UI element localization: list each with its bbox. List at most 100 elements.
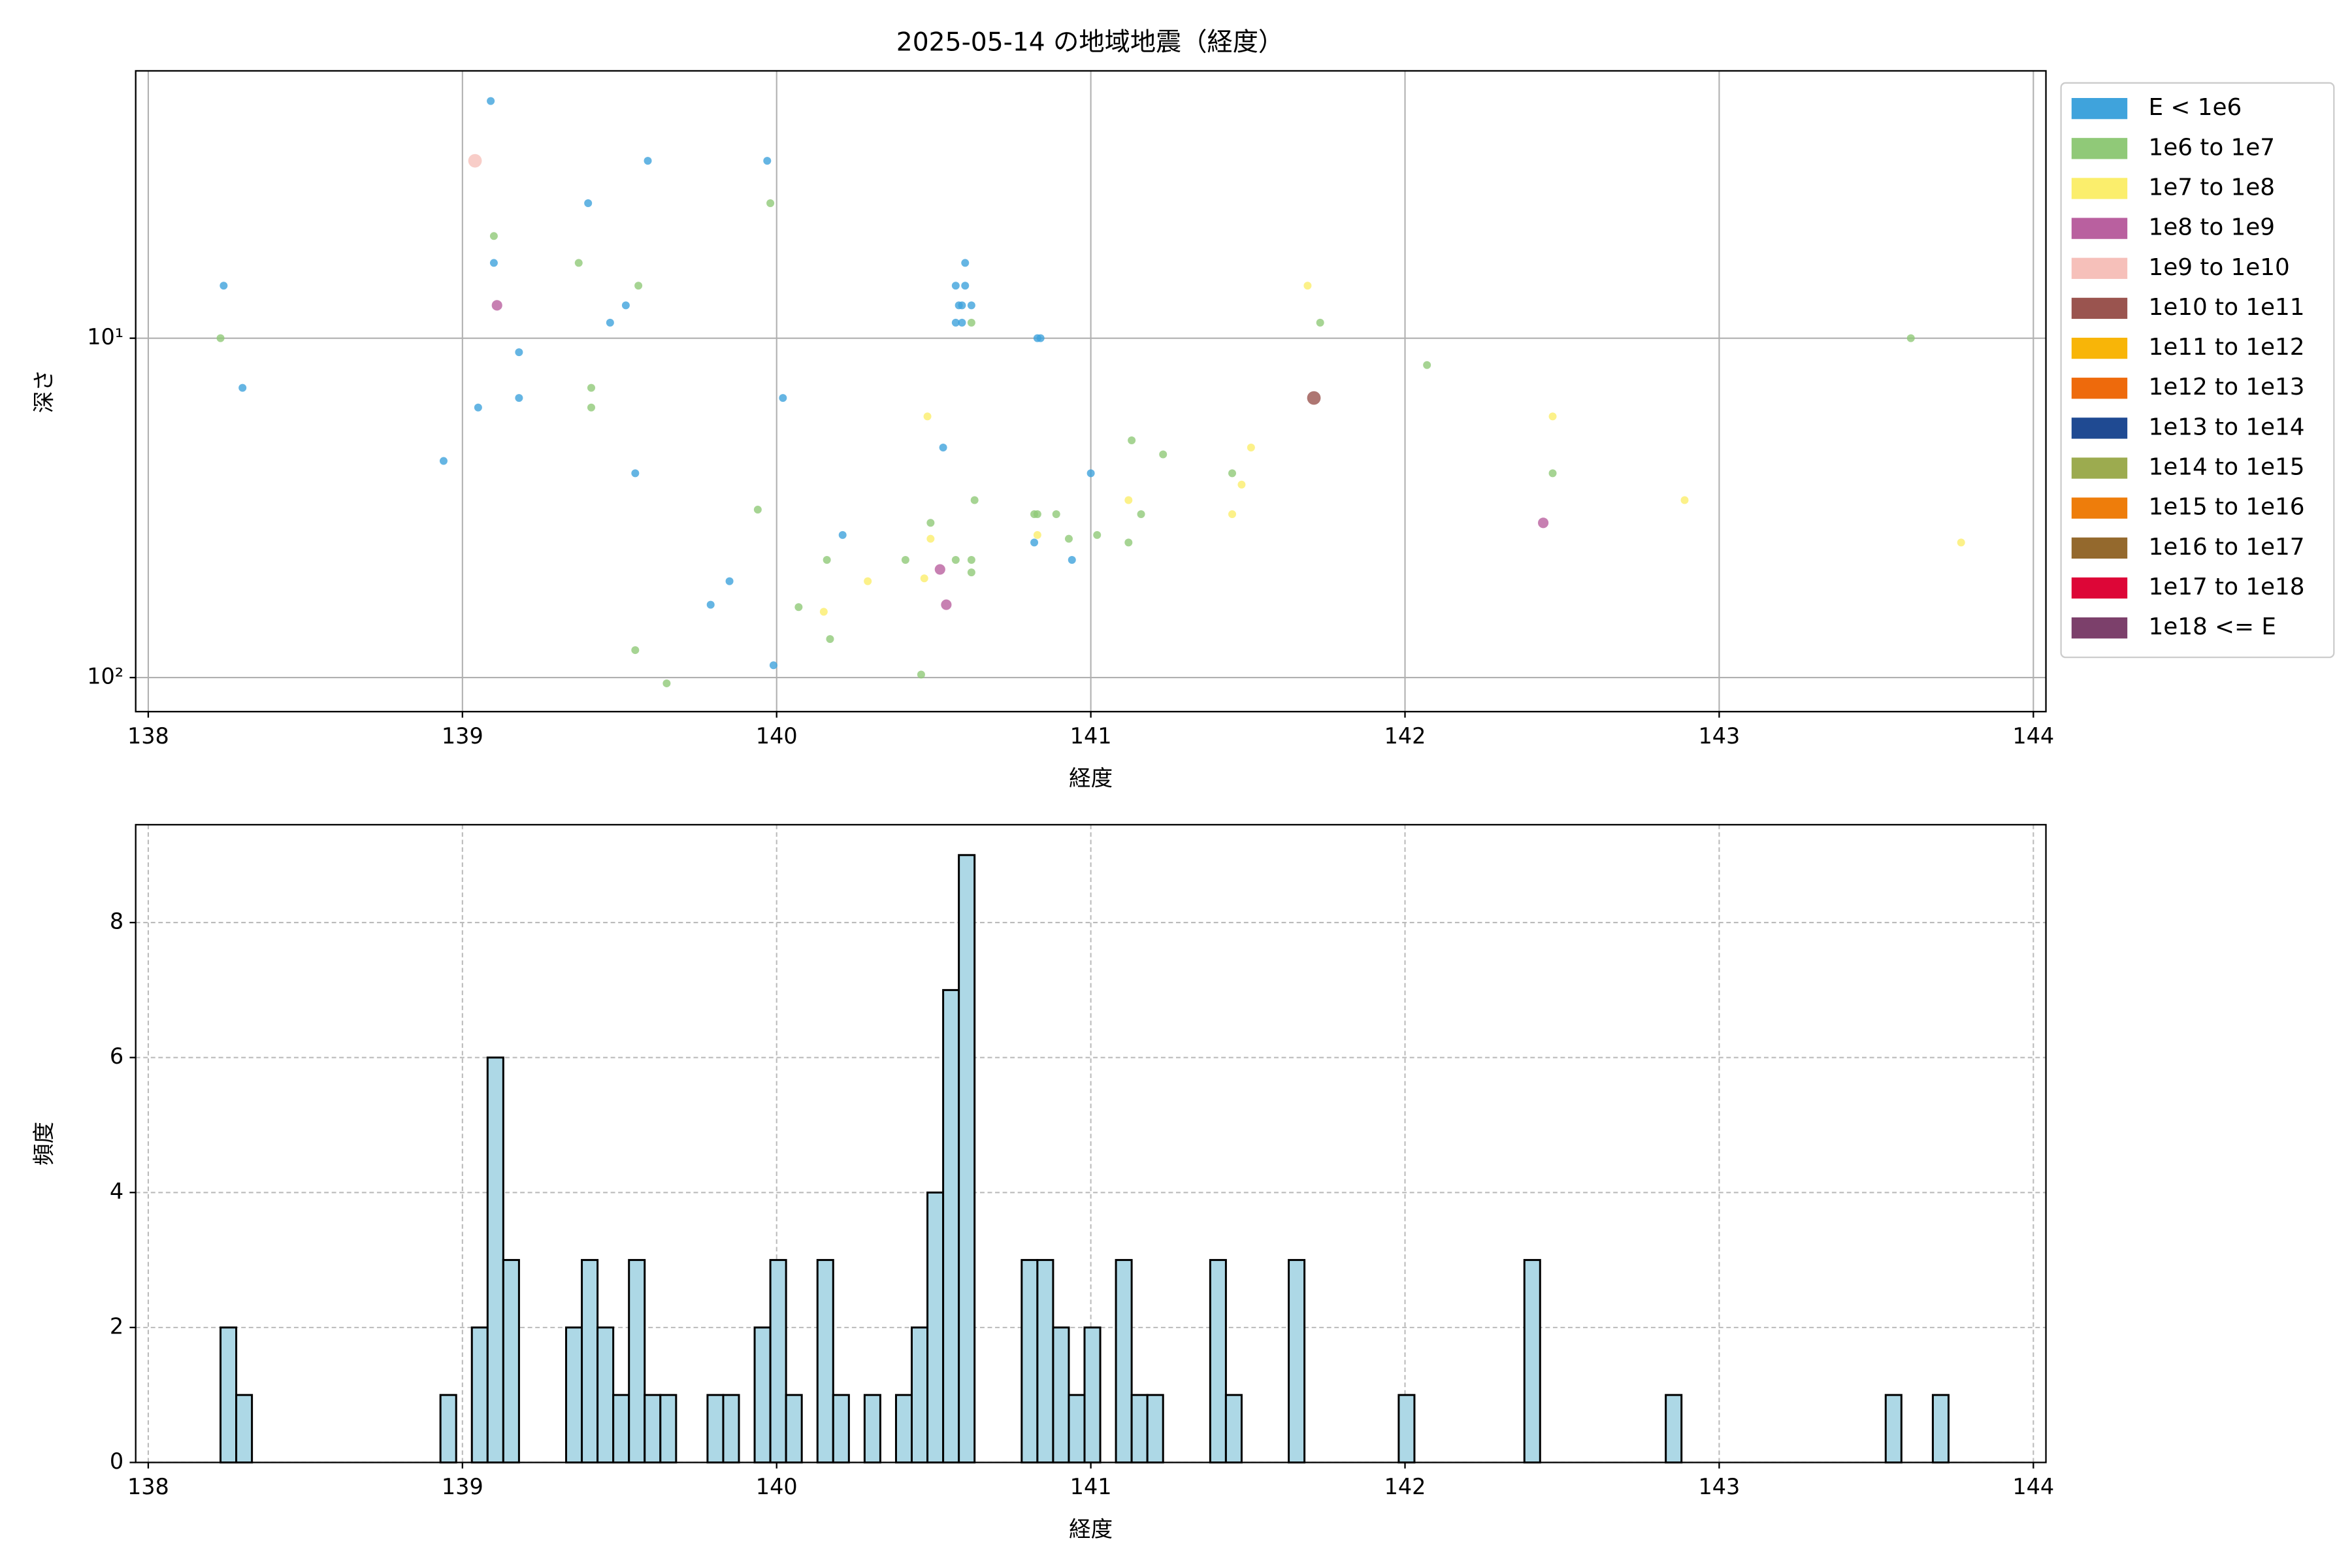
point [951,555,960,564]
legend-swatch [2071,257,2128,279]
bar [1288,1259,1306,1463]
legend-label: 1e17 to 1e18 [2148,574,2304,600]
point [864,577,872,585]
point [1086,469,1095,478]
y-tick-label: 8 [110,909,123,934]
point [826,635,834,644]
bar [1130,1394,1149,1463]
x-axis-label: 経度 [1069,766,1113,791]
bar [1083,1326,1102,1463]
legend-label: E < 1e6 [2148,94,2242,121]
legend-label: 1e12 to 1e13 [2148,374,2304,400]
bar [832,1394,850,1463]
point [468,154,482,168]
bar [1115,1259,1133,1463]
point [220,282,228,290]
point [631,646,640,655]
bar [958,854,976,1463]
point [725,577,734,585]
point [587,384,595,392]
x-tick-label: 138 [127,1474,169,1499]
point [920,574,928,583]
point [967,568,975,577]
point [819,608,828,616]
point [1423,361,1431,369]
bar [1397,1394,1416,1463]
x-tick-label: 141 [1070,1474,1112,1499]
bar [612,1394,630,1463]
bar [1209,1259,1227,1463]
x-tick-label: 139 [442,723,483,749]
point [961,259,970,267]
point [753,506,762,514]
x-tick-label: 143 [1698,723,1740,749]
bar [502,1259,520,1463]
point [584,199,593,207]
point [1228,469,1237,478]
x-tick-label: 144 [2012,1474,2054,1499]
bar [1052,1326,1070,1463]
bar [565,1326,583,1463]
point [1247,444,1255,452]
point [1228,510,1237,518]
point [1237,480,1246,489]
point [1538,517,1549,529]
bar [1021,1259,1039,1463]
point [769,661,777,670]
axes-frame [135,70,2047,713]
legend-label: 1e14 to 1e15 [2148,454,2304,481]
legend-swatch [2071,337,2128,359]
bar [753,1326,772,1463]
point [238,384,247,392]
point [474,403,482,412]
point [961,282,970,290]
point [662,679,671,687]
bar [1931,1394,1950,1463]
point [823,555,831,564]
point [515,348,523,357]
x-tick-label: 144 [2012,723,2054,749]
legend-swatch [2071,218,2128,239]
bar [911,1326,929,1463]
point [967,301,975,310]
bar [926,1191,945,1463]
x-tick-label: 143 [1698,1474,1740,1499]
bar [1884,1394,1903,1463]
legend-label: 1e18 <= E [2148,613,2276,640]
x-tick-label: 142 [1384,723,1426,749]
legend-label: 1e11 to 1e12 [2148,334,2304,361]
point [1064,534,1073,543]
y-tick-label: 4 [110,1179,123,1204]
legend-label: 1e15 to 1e16 [2148,494,2304,521]
point [951,282,960,290]
point [763,157,772,165]
legend-box [2060,82,2335,659]
bar [769,1259,787,1463]
point [1124,496,1133,504]
point [644,157,652,165]
point [1068,555,1076,564]
point [606,318,614,327]
legend-swatch [2071,497,2128,519]
bar [1068,1394,1086,1463]
point [970,496,979,504]
point [634,282,643,290]
point [216,334,225,342]
point [917,670,925,679]
bar [1665,1394,1683,1463]
point [926,519,935,527]
point [1159,450,1168,459]
y-tick-label: 10¹ [87,324,123,350]
legend-swatch [2071,138,2128,159]
point [1957,538,1965,547]
bar [235,1394,253,1463]
bar [942,988,960,1463]
point [901,555,909,564]
point [515,394,523,402]
bar [706,1394,725,1463]
point [1036,334,1045,342]
axes-frame [135,824,2047,1463]
point [1303,282,1312,290]
point [1316,318,1324,327]
